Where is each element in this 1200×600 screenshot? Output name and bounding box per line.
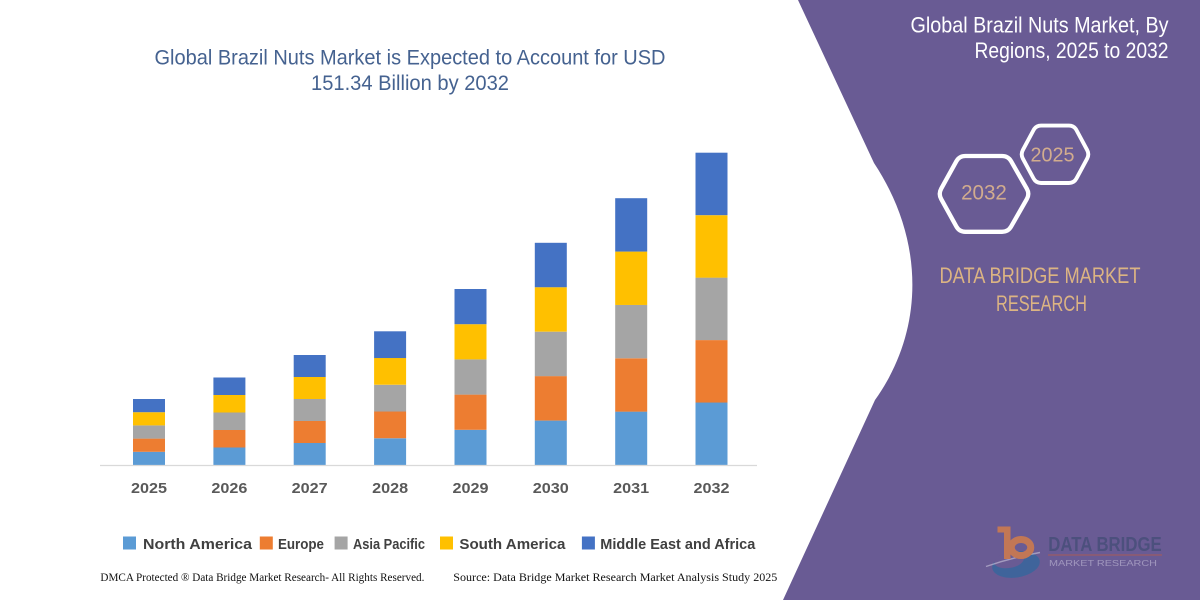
svg-text:2030: 2030	[533, 480, 569, 497]
svg-text:2032: 2032	[961, 181, 1007, 205]
svg-text:North America: North America	[143, 536, 253, 553]
svg-text:2026: 2026	[211, 480, 247, 497]
svg-text:2025: 2025	[131, 480, 167, 497]
svg-text:Source: Data Bridge Market Res: Source: Data Bridge Market Research Mark…	[453, 570, 777, 584]
svg-text:DMCA Protected ® Data Bridge M: DMCA Protected ® Data Bridge Market Rese…	[100, 570, 424, 584]
svg-text:Global Brazil Nuts Market, By: Global Brazil Nuts Market, By	[911, 13, 1169, 38]
svg-text:MARKET RESEARCH: MARKET RESEARCH	[1049, 559, 1157, 568]
svg-text:South America: South America	[459, 536, 566, 553]
svg-text:2027: 2027	[292, 480, 328, 497]
svg-text:RESEARCH: RESEARCH	[996, 291, 1087, 316]
svg-text:2031: 2031	[613, 480, 649, 497]
svg-text:Middle East and Africa: Middle East and Africa	[600, 536, 756, 553]
svg-text:2029: 2029	[453, 480, 489, 497]
svg-text:2032: 2032	[694, 480, 730, 497]
svg-text:2028: 2028	[372, 480, 408, 497]
svg-text:Regions, 2025 to 2032: Regions, 2025 to 2032	[975, 38, 1169, 63]
svg-text:DATA BRIDGE: DATA BRIDGE	[1048, 534, 1161, 556]
svg-text:Europe: Europe	[278, 536, 324, 553]
svg-text:DATA BRIDGE MARKET: DATA BRIDGE MARKET	[940, 263, 1141, 288]
svg-text:Asia Pacific: Asia Pacific	[353, 536, 425, 553]
svg-text:Global Brazil Nuts Market is E: Global Brazil Nuts Market is Expected to…	[155, 46, 666, 70]
svg-text:151.34 Billion by 2032: 151.34 Billion by 2032	[311, 71, 509, 95]
svg-text:2025: 2025	[1031, 145, 1075, 167]
